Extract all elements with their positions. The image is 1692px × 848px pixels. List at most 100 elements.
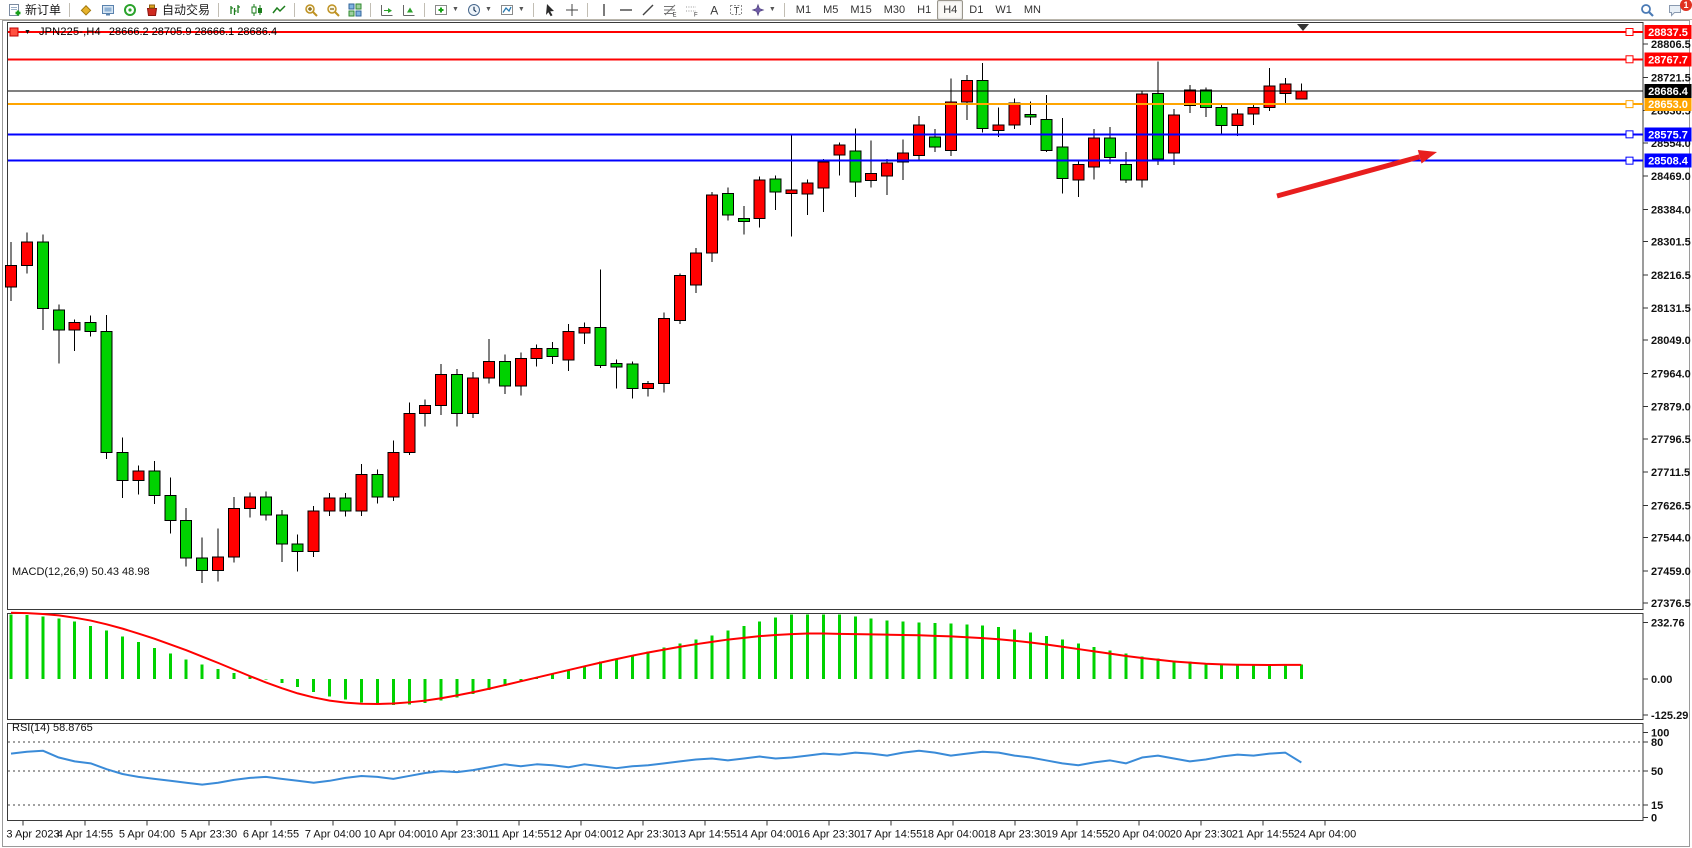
chart-shift-button[interactable] [398,0,420,20]
candle [1263,85,1276,108]
chevron-down-icon[interactable]: ▼ [768,6,776,13]
candle [769,178,782,193]
new-order-button[interactable]: 新订单 [4,0,65,20]
candle [594,326,607,366]
candle [243,496,256,510]
shift-chart-icon [403,4,415,16]
candle [387,451,400,498]
timeframe-m30[interactable]: M30 [883,3,906,16]
hline-button[interactable] [615,0,637,20]
trendline-button[interactable] [637,0,659,20]
candle [20,241,33,267]
chart-menu-triangle-icon[interactable]: ▼ [24,28,31,36]
vline-button[interactable] [593,0,615,20]
candle [992,124,1005,131]
auto-trading-button[interactable]: 自动交易 [141,0,214,20]
timeframe-mn[interactable]: MN [1023,3,1041,16]
news-button[interactable] [119,0,141,20]
editor-button[interactable] [75,0,97,20]
cursor-button[interactable] [539,0,561,20]
hline-icon [619,8,632,11]
timeframe-h1[interactable]: H1 [917,3,932,16]
chart-symbol-period: JPN225-,H4 [38,26,101,38]
candle [1295,90,1308,100]
candle [180,519,193,559]
candle [1183,89,1196,106]
candle [498,360,511,387]
line-handle-icon[interactable] [1625,100,1634,109]
price-badge [1644,153,1692,168]
line-handle-icon[interactable] [1625,28,1634,36]
chart-canvas[interactable]: 28806.528721.528636.528554.028469.028384… [0,20,1692,848]
price-tick-label: 27879.0 [1651,402,1691,414]
zoom-in-button[interactable] [300,0,322,20]
candle [1136,93,1149,181]
chart-candles-button[interactable] [246,0,268,20]
timeframe-d1[interactable]: D1 [969,3,984,16]
profile-icon [102,4,115,15]
line-handle-icon[interactable] [1625,156,1634,165]
crosshair-button[interactable] [561,0,583,20]
fibo-button[interactable]: E [659,0,681,20]
timeframe-m15[interactable]: M15 [850,3,872,16]
candle [1231,113,1244,127]
text-button[interactable]: A [703,0,725,20]
chart-window[interactable]: 28806.5 28721.5 28636.5 28554.0 28469.0 28384… [0,20,1692,848]
candle [1008,102,1021,126]
candle [1056,146,1069,179]
zoom-out-button[interactable] [322,0,344,20]
search-button[interactable] [1636,0,1658,20]
tile-windows-button[interactable] [344,0,366,20]
time-tick-label: 6 Apr 14:55 [243,829,299,841]
indicators-button[interactable]: ▼ [430,0,463,20]
chart-shift-marker-icon[interactable] [1297,24,1309,31]
chart-line-icon [272,4,286,13]
periods-button[interactable]: ▼ [463,0,496,20]
label-button[interactable]: T [725,0,747,20]
toolbar-separator [218,2,221,17]
toolbar-separator [532,2,535,17]
candle [514,358,527,387]
chevron-down-icon[interactable]: ▼ [452,6,459,13]
chevron-down-icon[interactable]: ▼ [484,6,492,13]
candle [355,474,368,512]
chart-bars-button[interactable] [224,0,246,20]
autoscroll-icon [381,4,393,16]
trend-arrow[interactable] [1276,154,1421,199]
time-tick-label: 21 Apr 14:55 [1232,829,1294,841]
candle [721,192,734,216]
svg-text:T: T [734,5,740,15]
auto-scroll-button[interactable] [376,0,398,20]
timeframe-w1[interactable]: W1 [995,3,1012,16]
profile-button[interactable] [97,0,119,20]
grid-button[interactable]: F [681,0,703,20]
timeframe-m1[interactable]: M1 [795,3,812,16]
time-tick-label: 20 Apr 04:00 [1108,829,1170,841]
chart-line-button[interactable] [268,0,290,20]
timeframe-m5[interactable]: M5 [823,3,839,16]
price-axis[interactable]: 28806.528721.528636.528554.028469.028384… [1643,25,1692,610]
rsi-scale-label: 80 [1651,737,1663,749]
price-tick-label: 27626.5 [1651,500,1691,512]
candle [323,497,336,512]
candle [403,412,416,453]
arrows-button[interactable]: ▼ [747,0,780,20]
line-handle-icon[interactable] [1625,130,1634,139]
chevron-down-icon[interactable]: ▼ [517,6,525,13]
timeframe-h4[interactable]: H4 [937,0,964,20]
candle [881,162,894,177]
templates-button[interactable]: ▼ [496,0,529,20]
trend-arrow-head-icon[interactable] [1417,150,1437,164]
zoom-out-icon [327,3,340,17]
candle [466,377,479,414]
time-tick-label: 14 Apr 04:00 [736,829,798,841]
candle [1199,89,1212,108]
candle [164,494,177,521]
candle [944,101,957,151]
chat-button[interactable]: 1 [1664,0,1692,20]
candle [658,317,671,384]
svg-text:F: F [694,12,698,17]
line-handle-icon[interactable] [1625,55,1634,64]
line-handle-icon[interactable] [9,27,19,37]
